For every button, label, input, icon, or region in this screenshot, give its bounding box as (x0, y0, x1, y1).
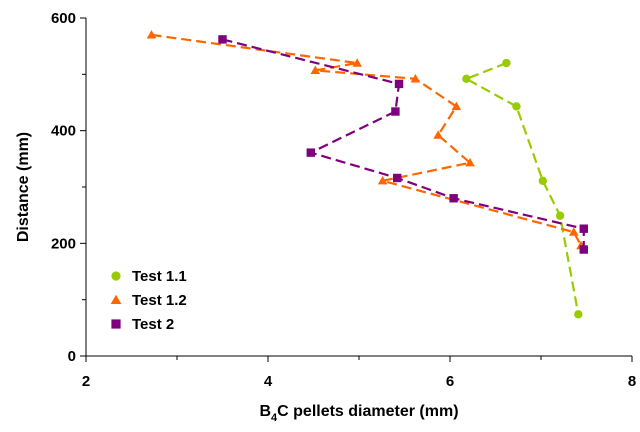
data-point (555, 211, 565, 220)
series-3 (218, 35, 588, 254)
data-point (306, 148, 315, 157)
data-point (538, 176, 548, 186)
legend-marker (111, 319, 121, 329)
x-axis-title-subscript: 4 (271, 412, 278, 424)
y-axis-title: Distance (mm) (15, 132, 32, 242)
series-line (151, 33, 583, 247)
x-axis-title: B4C pellets diameter (mm) (259, 403, 458, 424)
legend-label: Test 2 (132, 316, 174, 333)
legend-item: Test 2 (111, 316, 174, 333)
x-axis-title-rest: C pellets diameter (mm) (277, 403, 458, 420)
legend-marker (110, 294, 122, 304)
series-line (463, 62, 580, 315)
y-tick-label: 0 (68, 348, 76, 365)
data-point (310, 65, 321, 75)
data-point (465, 157, 475, 167)
data-point (391, 107, 400, 116)
series-1 (462, 58, 583, 319)
data-point (451, 101, 462, 111)
x-tick-label: 4 (264, 373, 273, 390)
data-point (146, 30, 157, 39)
y-tick-label: 200 (51, 235, 76, 252)
x-tick-label: 6 (446, 373, 454, 390)
legend-label: Test 1.2 (132, 292, 187, 309)
data-point (462, 74, 471, 84)
series-line (222, 38, 585, 250)
x-tick-label: 8 (628, 373, 636, 390)
data-point (393, 173, 402, 183)
data-point (579, 245, 588, 254)
legend-marker (111, 271, 121, 281)
series-layer (146, 30, 588, 319)
legend: Test 1.1 Test 1.2 Test 2 (110, 268, 187, 333)
data-point (449, 194, 458, 203)
data-point (568, 227, 579, 236)
legend-item: Test 1.2 (110, 292, 187, 309)
data-point (433, 130, 443, 139)
x-tick-label: 2 (82, 373, 90, 390)
y-tick-label: 600 (51, 10, 76, 27)
tick-layer: 2 4 6 8 0 200 400 600 (51, 10, 636, 390)
y-tick-label: 400 (51, 123, 76, 140)
series-2 (146, 30, 586, 250)
data-point (410, 74, 421, 83)
data-point (502, 58, 511, 68)
data-point (574, 310, 583, 319)
data-point (352, 58, 363, 67)
data-point (394, 79, 404, 89)
data-point (377, 175, 388, 185)
data-point (579, 224, 588, 233)
x-axis-title-main: B (259, 403, 271, 420)
legend-label: Test 1.1 (132, 268, 187, 285)
data-point (218, 35, 227, 44)
data-point (512, 102, 521, 111)
legend-item: Test 1.1 (111, 268, 187, 285)
